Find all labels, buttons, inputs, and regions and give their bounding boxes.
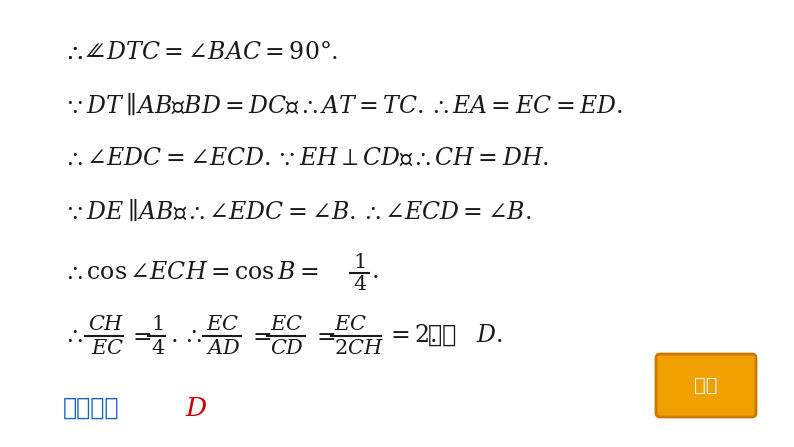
Text: $EC$: $EC$ [270, 316, 303, 334]
Text: $CD$: $CD$ [270, 340, 304, 358]
Text: $1$: $1$ [353, 253, 365, 271]
Text: $\because DT \parallel\! AB$，$BD=DC$，$\therefore AT=TC.\therefore EA=EC=ED.$: $\because DT \parallel\! AB$，$BD=DC$，$\t… [63, 93, 622, 118]
Text: $\therefore \cos \angle ECH = \cos B = $: $\therefore \cos \angle ECH = \cos B = $ [63, 261, 319, 283]
Text: $=$: $=$ [312, 324, 336, 346]
Text: $=2.$: $=2.$ [386, 324, 437, 346]
Text: $=$: $=$ [128, 324, 152, 346]
Text: 故选: 故选 [428, 323, 464, 347]
Text: $D.$: $D.$ [476, 324, 503, 346]
Text: $.$: $.$ [371, 261, 379, 283]
FancyBboxPatch shape [656, 354, 756, 417]
Text: $4$: $4$ [151, 340, 165, 358]
Text: $AD$: $AD$ [206, 340, 241, 358]
Text: $1$: $1$ [151, 316, 164, 334]
Text: $4$: $4$ [353, 275, 368, 295]
Text: $\therefore \angle DTC = \angle BAC = 90\degree.$: $\therefore \angle DTC = \angle BAC = 90… [63, 41, 338, 63]
Text: 返回: 返回 [694, 376, 718, 395]
Text: $EC$: $EC$ [334, 316, 367, 334]
Text: $D$: $D$ [185, 396, 208, 421]
Text: $EC$: $EC$ [91, 340, 124, 358]
Text: $2CH$: $2CH$ [334, 340, 384, 358]
Text: 【答案】: 【答案】 [63, 396, 120, 420]
Text: $\therefore \angle EDC = \angle ECD.\because EH \perp CD$，$\therefore CH=DH.$: $\therefore \angle EDC = \angle ECD.\bec… [63, 147, 549, 169]
Text: $\because DE \parallel\! AB$，$\therefore \angle EDC = \angle B.\therefore \angle: $\because DE \parallel\! AB$，$\therefore… [63, 198, 532, 224]
Text: $EC$: $EC$ [206, 316, 239, 334]
Text: $.\therefore$: $.\therefore$ [170, 324, 202, 346]
Text: $\therefore$: $\therefore$ [63, 324, 83, 346]
Text: $\therefore\!\angle\!$: $\therefore\!\angle\!$ [63, 41, 102, 63]
Text: $CH$: $CH$ [88, 316, 125, 334]
Text: $=$: $=$ [248, 324, 272, 346]
